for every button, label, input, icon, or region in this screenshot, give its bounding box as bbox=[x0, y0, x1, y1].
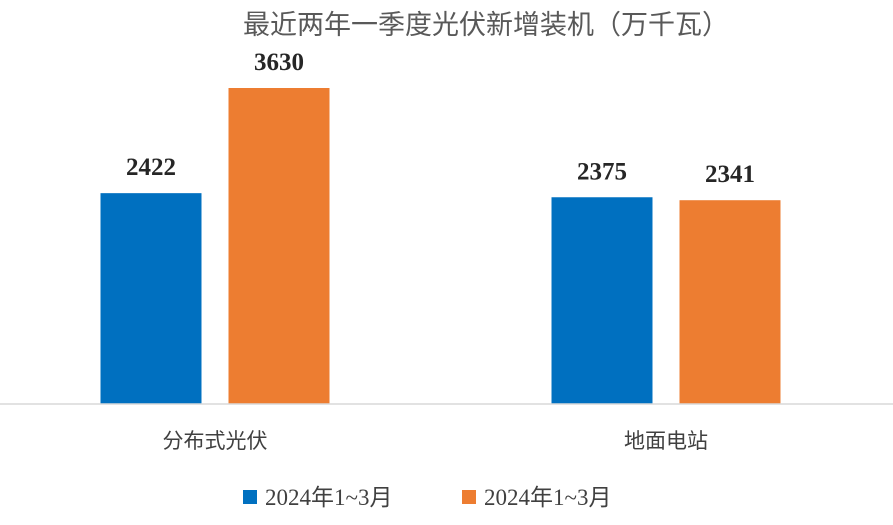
data-label: 2341 bbox=[705, 161, 755, 188]
x-tick-label: 分布式光伏 bbox=[163, 429, 268, 453]
bar-2-series-1 bbox=[551, 197, 653, 404]
data-label: 3630 bbox=[254, 49, 304, 76]
legend-label: 2024年1~3月 bbox=[265, 485, 392, 510]
bar-2-series-2 bbox=[679, 200, 781, 404]
bar-1-series-2 bbox=[228, 88, 330, 404]
legend: 2024年1~3月 2024年1~3月 bbox=[243, 485, 611, 510]
legend-swatch bbox=[243, 490, 257, 504]
legend-swatch bbox=[462, 490, 476, 504]
legend-label: 2024年1~3月 bbox=[484, 485, 611, 510]
x-tick-label: 地面电站 bbox=[624, 429, 708, 453]
labels-layer: 2422 3630 分布式光伏 2375 2341 地面电站 bbox=[126, 49, 755, 453]
data-label: 2375 bbox=[577, 158, 627, 185]
data-label: 2422 bbox=[126, 154, 176, 181]
chart-title: 最近两年一季度光伏新增装机（万千瓦） bbox=[243, 10, 729, 41]
bars-layer bbox=[100, 88, 781, 404]
bar-1-series-1 bbox=[100, 193, 202, 404]
